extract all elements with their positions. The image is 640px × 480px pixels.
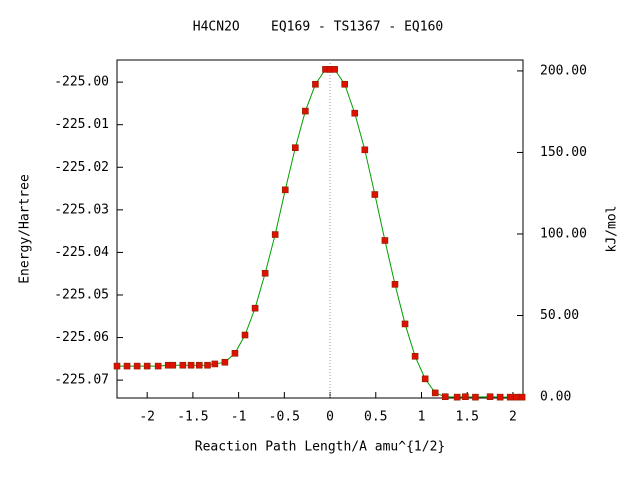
y-tick-label: -225.05 bbox=[54, 287, 109, 302]
y2-tick-label: 200.00 bbox=[540, 63, 587, 78]
data-point bbox=[211, 360, 219, 368]
data-point bbox=[371, 191, 379, 198]
data-point bbox=[381, 237, 389, 244]
data-point bbox=[331, 66, 338, 73]
x-tick-label: -2 bbox=[139, 410, 155, 425]
data-point bbox=[169, 361, 177, 369]
data-point bbox=[453, 393, 461, 401]
data-point bbox=[431, 389, 439, 397]
y2-axis-label: kJ/mol bbox=[605, 206, 620, 253]
data-point bbox=[251, 304, 259, 312]
x-tick-label: -0.5 bbox=[269, 410, 300, 425]
x-tick-label: -1.5 bbox=[177, 410, 208, 425]
x-axis-label: Reaction Path Length/A amu^{1/2} bbox=[195, 440, 445, 455]
data-point bbox=[179, 361, 187, 369]
y-tick-label: -225.02 bbox=[54, 160, 109, 175]
data-point bbox=[261, 269, 269, 277]
x-tick-label: 0 bbox=[326, 410, 334, 425]
data-point bbox=[421, 375, 429, 383]
data-point bbox=[271, 231, 279, 238]
y2-tick-label: 100.00 bbox=[540, 226, 587, 241]
data-point bbox=[513, 393, 520, 401]
data-point bbox=[133, 362, 141, 370]
data-point bbox=[195, 361, 203, 369]
y-tick-label: -225.01 bbox=[54, 117, 109, 132]
y-tick-label: -225.03 bbox=[54, 202, 109, 217]
x-tick-label: -1 bbox=[231, 410, 247, 425]
data-point bbox=[472, 393, 479, 401]
data-point bbox=[123, 362, 131, 370]
data-point bbox=[154, 362, 162, 370]
x-tick-label: 2 bbox=[509, 410, 517, 425]
data-point bbox=[113, 362, 121, 370]
data-point bbox=[351, 109, 359, 117]
data-point bbox=[204, 361, 211, 369]
data-point bbox=[231, 350, 239, 357]
x-tick-label: 1 bbox=[418, 410, 426, 425]
data-point bbox=[281, 186, 289, 194]
data-point bbox=[518, 393, 526, 401]
x-tick-label: 1.5 bbox=[455, 410, 478, 425]
data-point bbox=[302, 107, 309, 115]
data-point bbox=[292, 144, 299, 151]
y2-tick-label: 50.00 bbox=[540, 308, 579, 323]
data-point bbox=[361, 146, 369, 154]
y-tick-label: -225.06 bbox=[54, 330, 109, 345]
data-point bbox=[496, 393, 504, 401]
chart-title: H4CN2O EQ169 - TS1367 - EQ160 bbox=[193, 20, 443, 35]
data-point bbox=[143, 362, 151, 370]
plot-frame bbox=[116, 59, 524, 399]
y2-tick-label: 150.00 bbox=[540, 145, 587, 160]
y-tick-label: -225.07 bbox=[54, 373, 109, 388]
data-point bbox=[486, 393, 494, 401]
y-axis-label: Energy/Hartree bbox=[18, 174, 33, 284]
y2-tick-label: 0.00 bbox=[540, 390, 571, 405]
data-point bbox=[441, 393, 449, 401]
y-tick-label: -225.00 bbox=[54, 75, 109, 90]
data-point bbox=[506, 393, 514, 401]
data-point bbox=[341, 80, 348, 88]
data-point bbox=[411, 352, 419, 360]
data-point bbox=[241, 331, 249, 339]
data-point bbox=[391, 281, 399, 288]
data-point bbox=[187, 361, 195, 369]
y-tick-label: -225.04 bbox=[54, 245, 109, 260]
data-point bbox=[462, 393, 469, 401]
data-point bbox=[312, 80, 319, 88]
data-point bbox=[401, 320, 409, 328]
x-tick-label: 0.5 bbox=[364, 410, 387, 425]
data-point bbox=[221, 358, 229, 366]
